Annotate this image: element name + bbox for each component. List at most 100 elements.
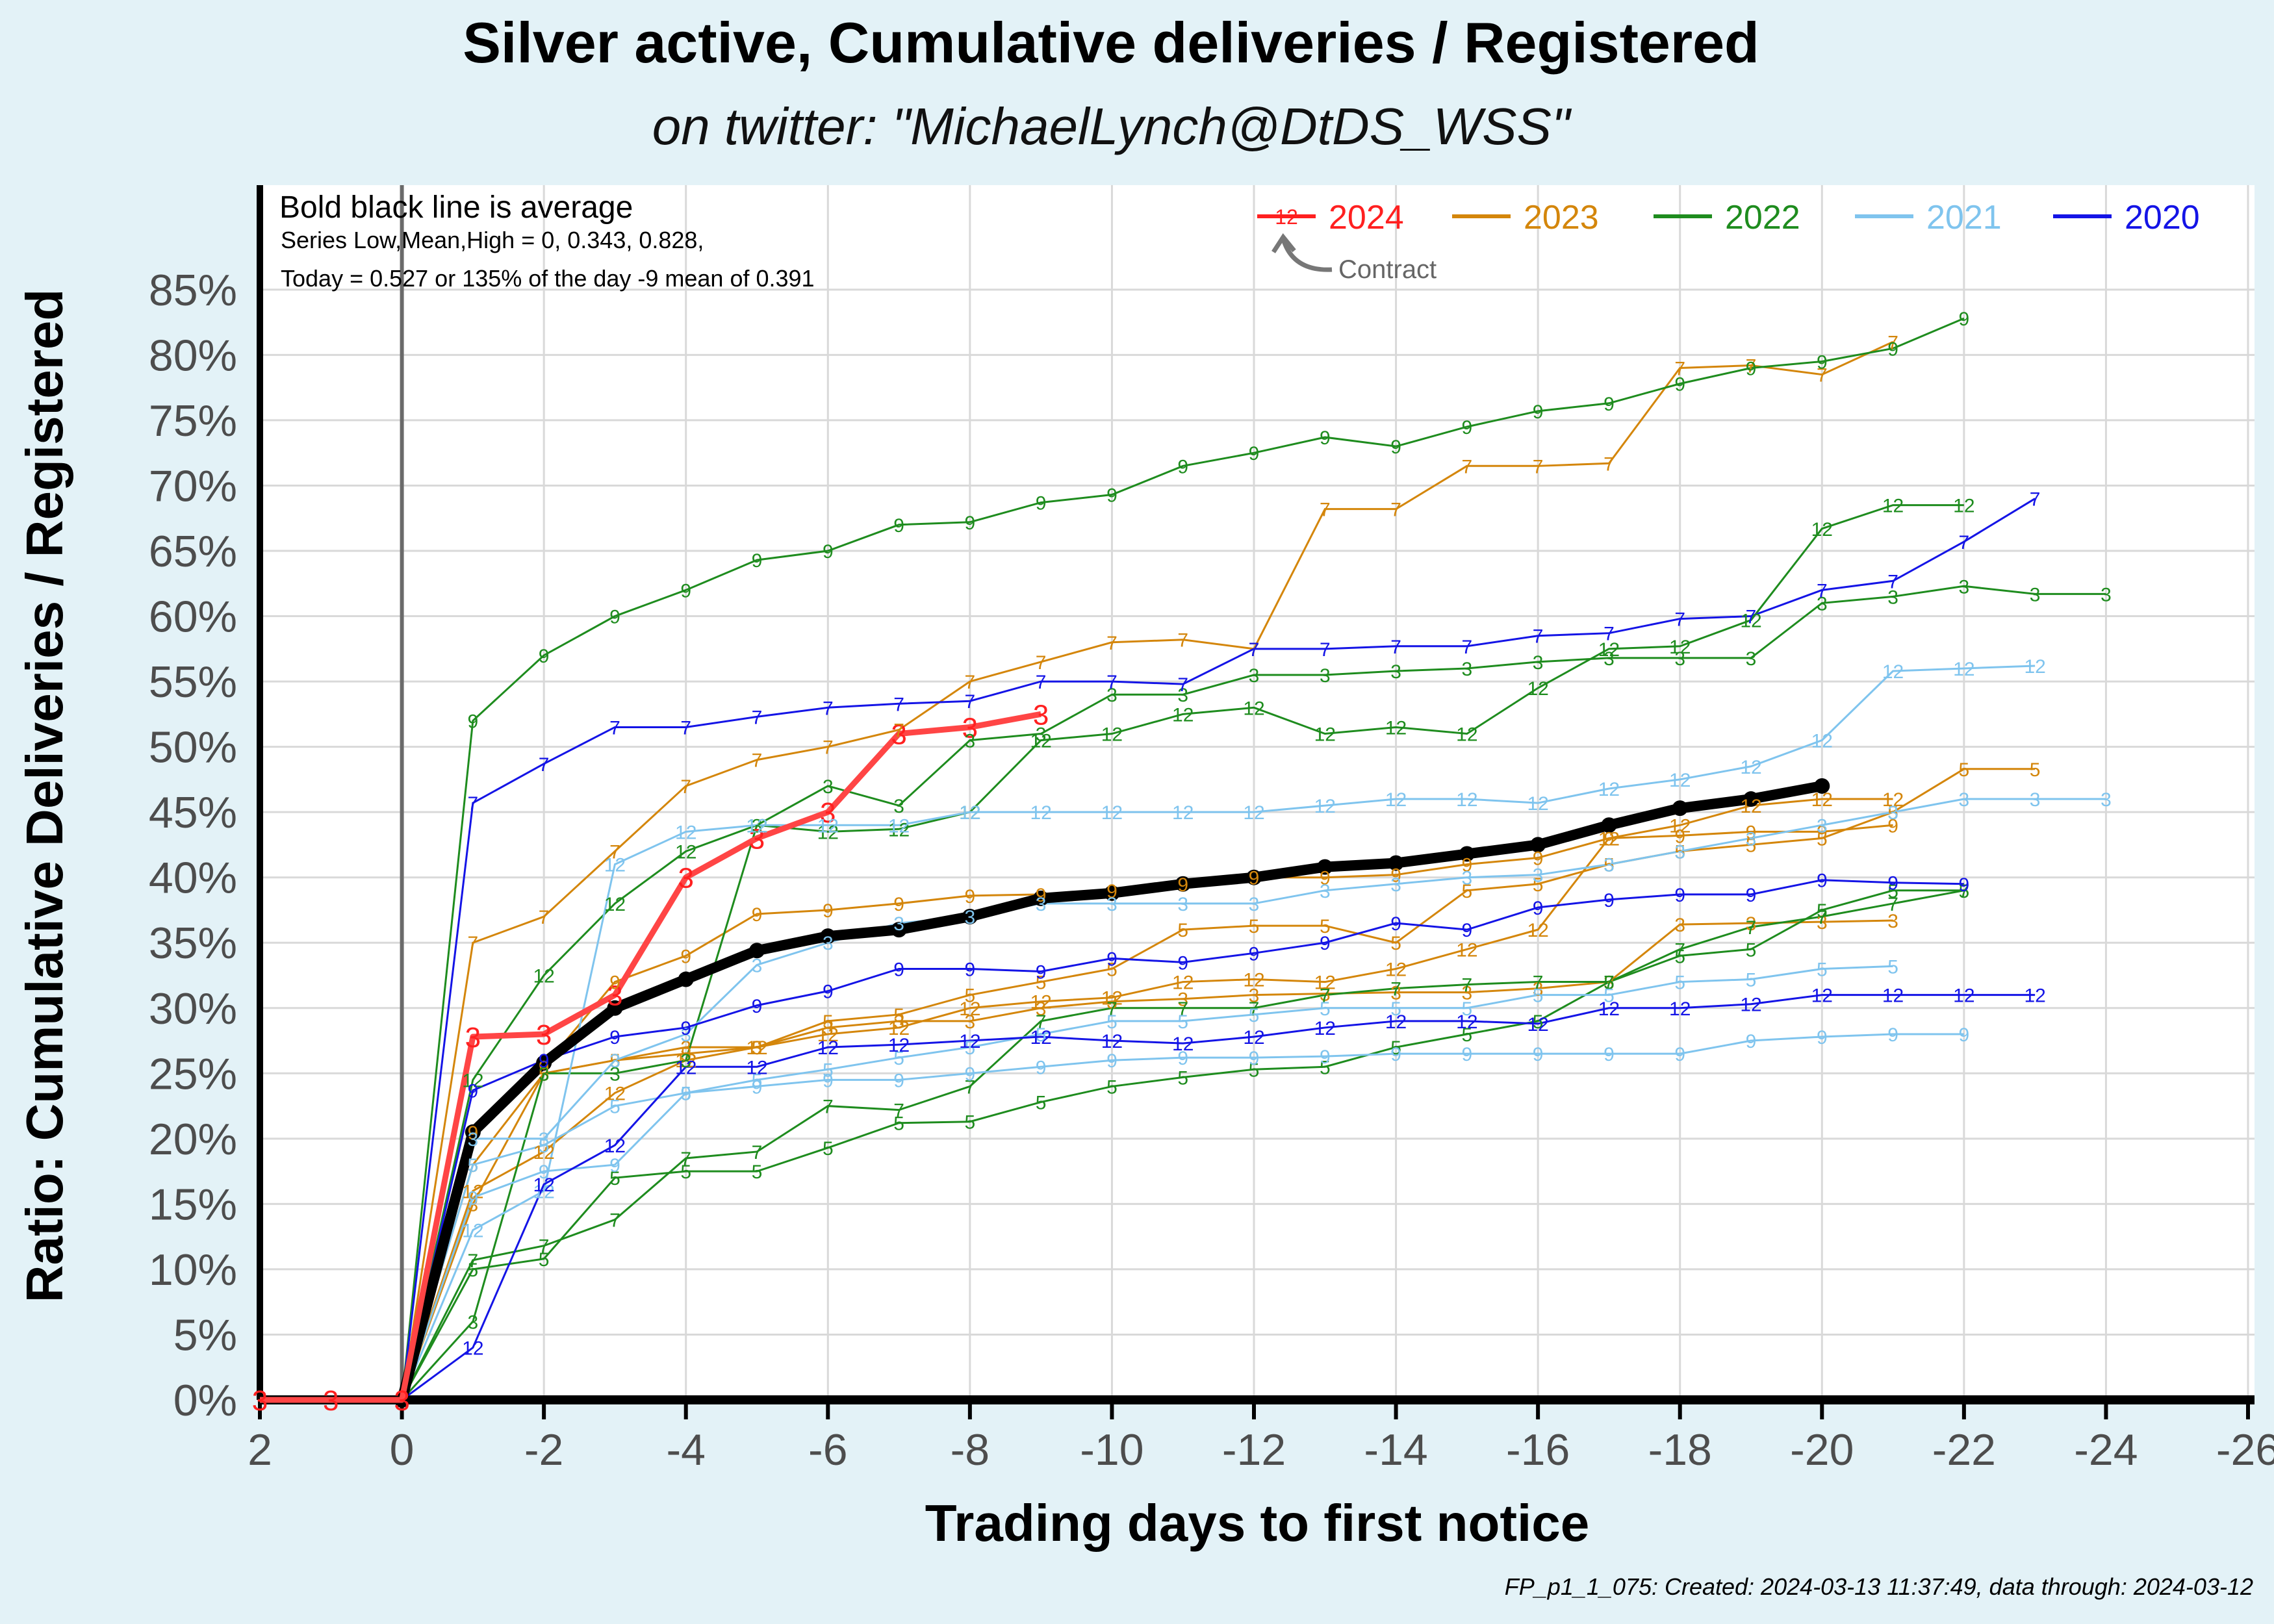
point-label-2023: 5 [1462,881,1473,902]
point-label-2023: 3 [1533,979,1544,1000]
point-label-2022: 5 [1320,1057,1331,1078]
point-label-2023: 3 [965,1011,976,1033]
point-label-2023: 7 [823,737,834,759]
x-tick-label: -16 [1506,1425,1570,1475]
point-label-2023: 7 [680,776,691,798]
contract-arrow-icon [1271,233,1333,272]
point-label-2020: 12 [1172,1034,1194,1055]
point-label-2022: 12 [604,894,626,915]
average-point [749,943,765,959]
point-label-2023: 12 [1172,972,1194,994]
point-label-2022: 12 [959,802,980,824]
point-label-2021: 12 [1811,731,1833,752]
point-label-2020: 7 [1462,637,1473,658]
point-label-2020: 9 [680,1018,691,1039]
point-label-2021: 9 [1036,1057,1047,1078]
y-tick-label: 65% [149,527,237,576]
point-label-2022: 5 [1887,881,1898,902]
average-point [678,971,694,987]
point-label-2021: 9 [1533,1044,1544,1065]
point-label-2021: 5 [965,1037,976,1059]
point-label-2022: 5 [1533,1011,1544,1033]
point-label-2020: 9 [1036,961,1047,983]
point-label-2022: 5 [1817,900,1828,922]
series-line-2023-12 [401,798,1893,1401]
series-line-2020-9 [401,879,1964,1401]
point-label-2020: 12 [1669,998,1691,1020]
point-label-2022: 12 [1101,724,1123,746]
point-label-2023: 12 [1527,920,1548,941]
y-tick-label: 85% [149,266,237,315]
point-label-2023: 12 [533,1142,554,1163]
point-label-2022: 9 [965,513,976,534]
point-label-2023: 9 [823,900,834,922]
point-label-2021: 12 [1740,757,1761,778]
point-label-2022: 7 [1674,939,1685,961]
point-label-2023: 3 [1887,911,1898,932]
point-label-2021: 12 [1456,789,1477,811]
point-label-2020: 12 [462,1338,483,1360]
average-point [465,1124,481,1140]
point-label-2020: 7 [1959,532,1970,553]
point-label-2020: 7 [965,691,976,713]
point-label-2022: 9 [1320,427,1331,449]
y-tick-label: 45% [149,788,237,837]
point-label-2021: 12 [1669,770,1691,791]
point-label-2020: 9 [1390,913,1401,935]
average-point [1388,855,1404,871]
point-label-2020: 7 [2030,489,2041,511]
point-label-2024: 3 [536,1019,552,1051]
point-label-2023: 3 [1106,992,1118,1013]
point-label-2021: 3 [1533,865,1544,887]
y-tick-label: 5% [173,1310,237,1360]
point-label-2020: 7 [468,793,479,815]
y-tick-label: 20% [149,1115,237,1164]
average-point [891,922,907,938]
point-label-2023: 9 [1817,822,1828,843]
annotation-line-1: Bold black line is average [279,190,633,225]
point-label-2020: 7 [1746,607,1757,628]
point-label-2023: 3 [1674,915,1685,936]
average-point [1672,800,1688,817]
point-label-2023: 3 [1603,972,1615,994]
point-label-2024: 3 [607,980,622,1012]
average-point [1601,817,1617,833]
point-label-2022: 7 [1603,972,1615,994]
point-label-2020: 9 [752,996,763,1017]
point-label-2023: 5 [1533,874,1544,896]
point-label-2023: 12 [1882,789,1904,811]
point-label-2021: 9 [893,1070,904,1091]
point-label-2022: 9 [680,580,691,602]
point-label-2021: 12 [1243,802,1264,824]
point-label-2021: 3 [468,1129,479,1150]
point-label-2023: 12 [746,1037,767,1059]
y-tick-label: 70% [149,461,237,511]
point-label-2020: 7 [1390,637,1401,658]
average-point [1530,837,1546,853]
point-label-2021: 9 [1887,1024,1898,1046]
point-label-2020: 7 [823,698,834,719]
point-label-2021: 9 [680,1083,691,1104]
point-label-2021: 12 [746,815,767,837]
point-label-2022: 12 [1456,724,1477,746]
point-label-2023: 5 [893,1005,904,1026]
point-label-2024: 3 [962,712,978,744]
point-label-2023: 3 [752,1037,763,1059]
point-label-2020: 9 [1106,948,1118,970]
point-label-2021: 5 [1533,985,1544,1007]
point-label-2021: 3 [609,1050,620,1072]
average-point [1246,869,1262,885]
point-label-2021: 12 [675,822,696,843]
point-label-2021: 9 [1959,1024,1970,1046]
point-label-2024: 3 [678,863,693,894]
series-line-2021-5 [401,965,1893,1401]
point-label-2023: 7 [1036,652,1047,674]
point-label-2020: 9 [1817,870,1828,892]
point-label-2020: 9 [1603,890,1615,911]
point-label-2023: 12 [1385,959,1407,980]
point-label-2021: 9 [1462,1044,1473,1065]
point-label-2022: 9 [468,711,479,732]
point-label-2022: 9 [1106,485,1118,507]
point-label-2020: 7 [752,707,763,728]
point-label-2023: 7 [1674,359,1685,380]
